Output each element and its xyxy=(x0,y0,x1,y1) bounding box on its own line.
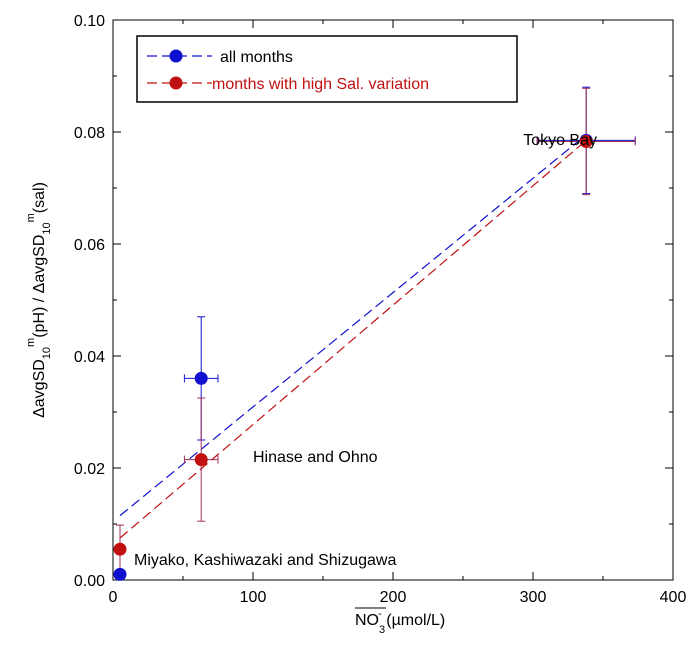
y-axis-label: ΔavgSD10m(pH) / ΔavgSD10m(sal) xyxy=(25,182,53,418)
y-tick-label: 0.04 xyxy=(74,349,105,366)
y-tick-label: 0.06 xyxy=(74,237,105,254)
annotation-label: Hinase and Ohno xyxy=(253,449,378,466)
y-tick-label: 0.08 xyxy=(74,125,105,142)
legend-label-high-sal: months with high Sal. variation xyxy=(212,76,429,93)
legend-marker-all-months xyxy=(169,49,183,63)
plot-frame xyxy=(112,19,674,581)
data-point-series-1 xyxy=(194,453,208,467)
data-points xyxy=(113,133,593,581)
legend-marker-high-sal xyxy=(169,76,183,90)
y-tick-label: 0.02 xyxy=(74,461,105,478)
data-point-series-0 xyxy=(113,567,127,581)
error-bars xyxy=(116,86,636,574)
fit-lines xyxy=(119,134,587,539)
fit-line-series-0 xyxy=(119,134,587,517)
x-axis: 0 100 200 300 400 xyxy=(109,20,687,606)
legend: all months months with high Sal. variati… xyxy=(136,35,518,103)
y-axis: 0.00 0.02 0.04 0.06 0.08 0.10 xyxy=(74,13,673,590)
legend-box xyxy=(136,35,518,103)
x-axis-label: NO3- (µmol/L) xyxy=(355,607,445,636)
data-point-series-1 xyxy=(579,135,593,149)
annotation-label: Tokyo Bay xyxy=(523,132,597,149)
data-point-series-1 xyxy=(113,542,127,556)
fit-line-series-1 xyxy=(119,139,587,539)
svg-text:NO3- (µmol/L): NO3- (µmol/L) xyxy=(355,608,445,636)
y-tick-label: 0.00 xyxy=(74,573,105,590)
x-tick-label: 200 xyxy=(380,589,407,606)
y-tick-label: 0.10 xyxy=(74,13,105,30)
legend-label-all-months: all months xyxy=(220,49,293,66)
x-tick-label: 300 xyxy=(520,589,547,606)
x-tick-label: 0 xyxy=(109,589,118,606)
annotations: Tokyo Bay Hinase and Ohno Miyako, Kashiwaz… xyxy=(134,132,597,569)
x-tick-label: 400 xyxy=(660,589,687,606)
data-point-series-0 xyxy=(194,371,208,385)
annotation-label: Miyako, Kashiwazaki and Shizugawa xyxy=(134,552,396,569)
x-tick-label: 100 xyxy=(240,589,267,606)
